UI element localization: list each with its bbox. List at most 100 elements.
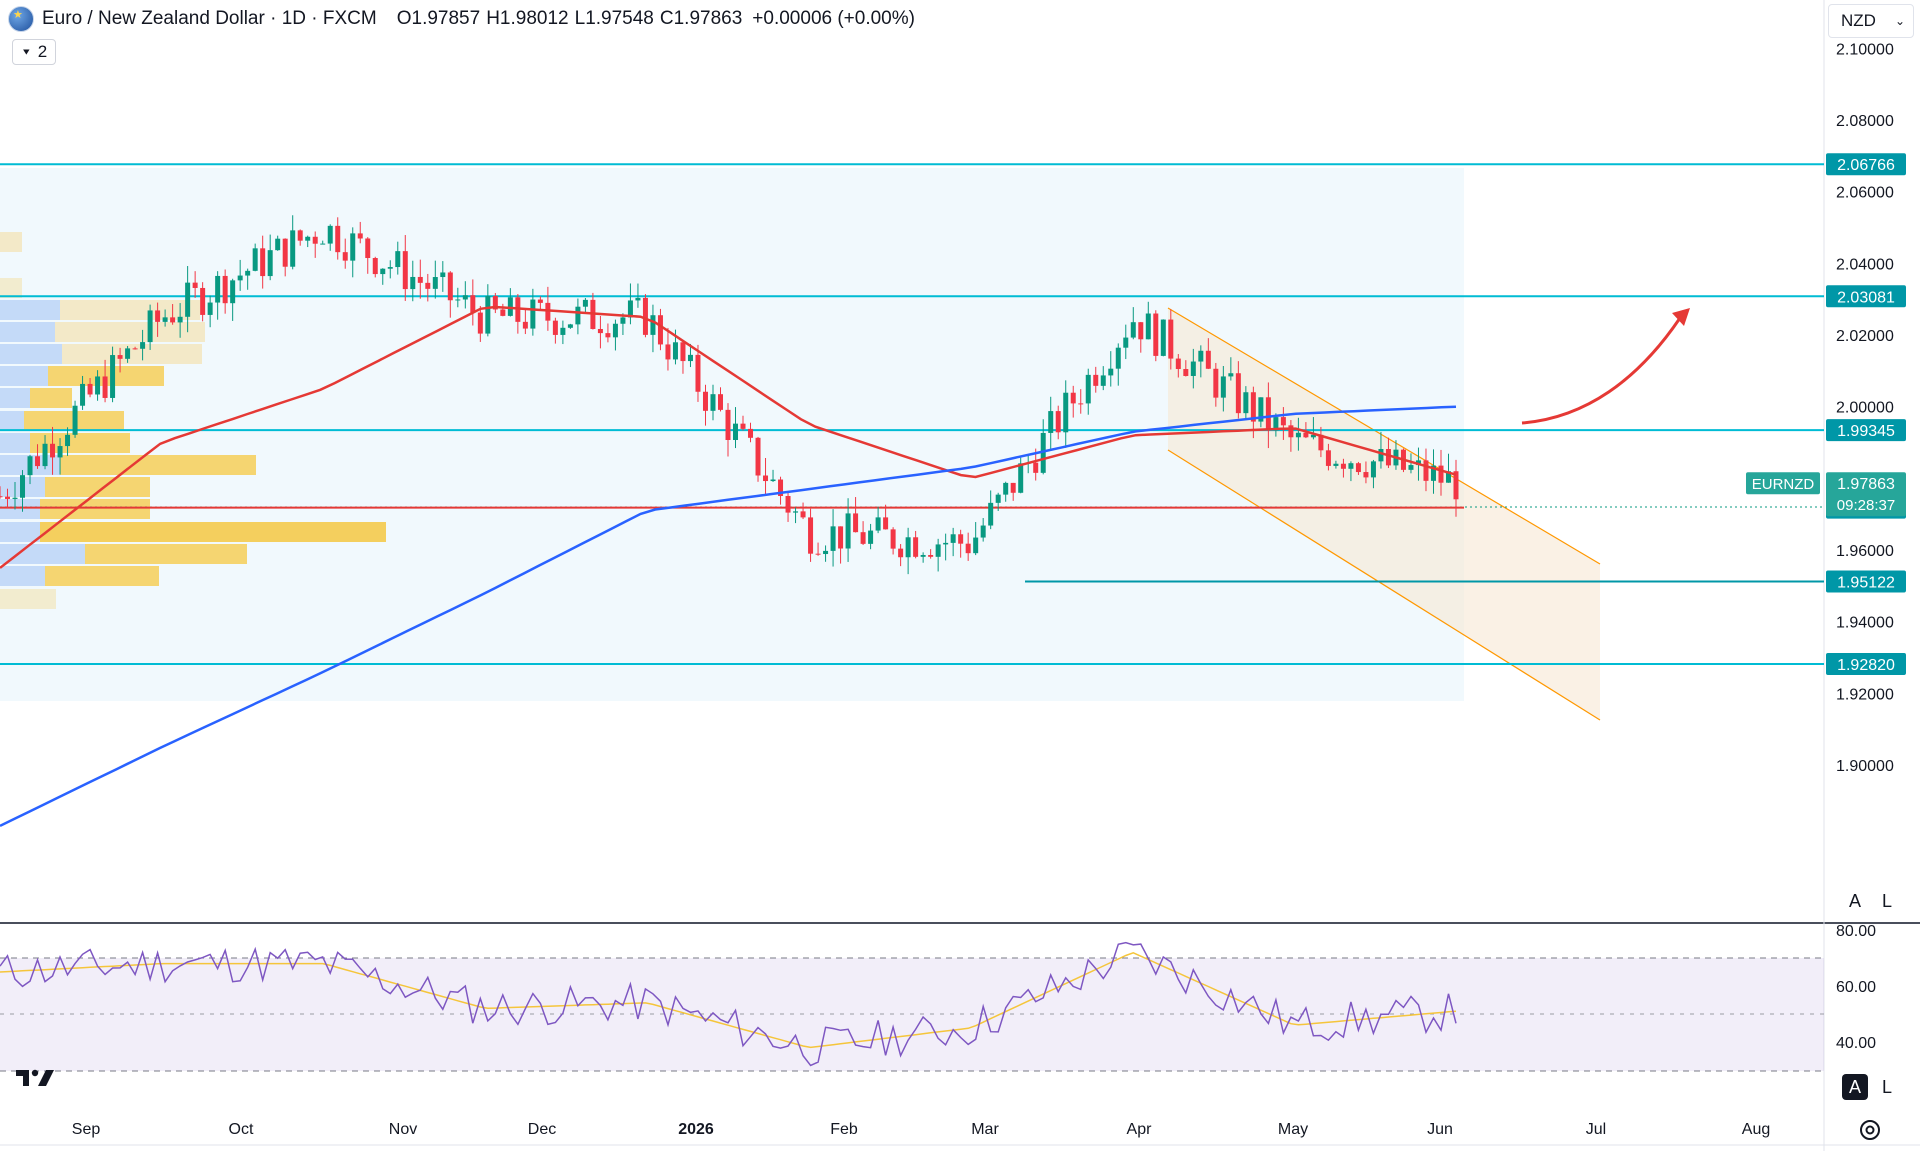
- vp-bar: [0, 366, 48, 386]
- rsi-ma-line: [0, 951, 1457, 1049]
- channel-upper-line[interactable]: [1167, 307, 1601, 565]
- indicators-toggle-button[interactable]: ▼ 2: [12, 39, 56, 65]
- candle-body: [995, 494, 1001, 503]
- vp-bar: [85, 544, 247, 564]
- candle-body: [87, 383, 93, 395]
- symbol-title[interactable]: Euro / New Zealand Dollar · 1D · FXCM: [42, 8, 377, 29]
- candle-body: [913, 537, 919, 557]
- symbol-badge: [1746, 472, 1820, 495]
- log-scale-button[interactable]: L: [1874, 888, 1900, 914]
- candle-body: [1160, 319, 1166, 356]
- candle-body: [710, 394, 716, 411]
- time-axis-label: Dec: [528, 1121, 556, 1138]
- channel-lower-line[interactable]: [1167, 449, 1601, 721]
- candle-body: [335, 225, 341, 253]
- candle-body: [27, 456, 33, 476]
- candle-body: [920, 554, 926, 557]
- vp-bar: [0, 278, 22, 298]
- candle-body: [425, 282, 431, 289]
- auto-scale-button[interactable]: A: [1842, 888, 1868, 914]
- candle-body: [57, 446, 63, 458]
- price-tick-label: 1.90000: [1836, 758, 1894, 775]
- candle-body: [260, 248, 266, 277]
- candle-body: [950, 534, 956, 543]
- candle-body: [815, 553, 821, 555]
- vp-bar: [45, 477, 150, 497]
- forecast-arrow[interactable]: [1521, 308, 1690, 425]
- candle-body: [320, 243, 326, 245]
- candle-body: [230, 280, 236, 304]
- candle-body: [1145, 313, 1151, 340]
- rsi-tick-label: 40.00: [1836, 1035, 1876, 1052]
- currency-select[interactable]: NZD ⌄: [1828, 4, 1914, 38]
- candle-body: [1430, 465, 1436, 481]
- price-tick-label: 1.92000: [1836, 686, 1894, 703]
- descending-channel[interactable]: [1168, 308, 1600, 720]
- time-axis-label: Nov: [389, 1121, 417, 1138]
- candle-body: [1310, 434, 1316, 438]
- candle-body: [372, 258, 378, 275]
- rsi-line[interactable]: [0, 941, 1457, 1067]
- candle-body: [898, 548, 904, 558]
- gear-icon[interactable]: [1856, 1116, 1884, 1144]
- levels-layer: [0, 163, 1824, 665]
- candle-body: [560, 327, 566, 335]
- candle-body: [1340, 463, 1346, 469]
- candle-body: [42, 443, 48, 467]
- candle-body: [1303, 432, 1309, 438]
- candle-body: [582, 299, 588, 307]
- rsi-log-scale-button[interactable]: L: [1874, 1074, 1900, 1100]
- candle-body: [1385, 448, 1391, 466]
- candle-body: [1085, 374, 1091, 404]
- candle-body: [1205, 350, 1211, 369]
- candle-body: [928, 554, 934, 557]
- euro-flag-icon[interactable]: [8, 6, 34, 32]
- candle-body: [943, 542, 949, 545]
- candle-body: [575, 306, 581, 325]
- last-price-label: 1.97863: [1837, 476, 1895, 493]
- vp-bar: [0, 499, 40, 519]
- candle-body: [282, 238, 288, 267]
- candle-body: [357, 233, 363, 239]
- candle-body: [297, 230, 303, 241]
- vp-bar: [45, 566, 159, 586]
- candle-body: [1175, 358, 1181, 370]
- ma-200-line[interactable]: [0, 405, 1457, 828]
- candle-body: [695, 354, 701, 392]
- open-label: O: [396, 8, 412, 29]
- candle-body: [702, 391, 708, 411]
- open-value: 1.97857: [411, 8, 481, 29]
- candle-body: [1378, 448, 1384, 462]
- candle-body: [342, 252, 348, 261]
- tradingview-logo-icon[interactable]: [16, 1066, 58, 1090]
- candle-body: [763, 475, 769, 482]
- candle-body: [657, 315, 663, 345]
- candle-body: [1363, 472, 1369, 478]
- vp-bar: [0, 344, 62, 364]
- candle-body: [672, 342, 678, 360]
- candle-body: [0, 496, 3, 498]
- low-label: L: [574, 8, 586, 29]
- candle-body: [733, 423, 739, 440]
- candle-body: [1018, 463, 1024, 493]
- candle-body: [117, 355, 123, 359]
- candle-body: [1438, 465, 1444, 483]
- candle-body: [1213, 368, 1219, 398]
- candle-body: [192, 282, 198, 288]
- rsi-auto-scale-button[interactable]: A: [1842, 1074, 1868, 1100]
- candle-body: [1003, 482, 1009, 495]
- candle-body: [642, 297, 648, 335]
- candle-body: [305, 236, 311, 241]
- candle-body: [635, 297, 641, 301]
- candle-body: [1138, 322, 1144, 340]
- candle-body: [845, 513, 851, 549]
- candle-body: [95, 376, 101, 395]
- candle-body: [5, 496, 11, 499]
- ma-50-line[interactable]: [0, 305, 1457, 569]
- candle-body: [395, 251, 401, 268]
- candle-body: [470, 295, 476, 313]
- candle-body: [973, 537, 979, 554]
- candle-body: [410, 276, 416, 290]
- level-price-label: 2.03081: [1837, 289, 1895, 306]
